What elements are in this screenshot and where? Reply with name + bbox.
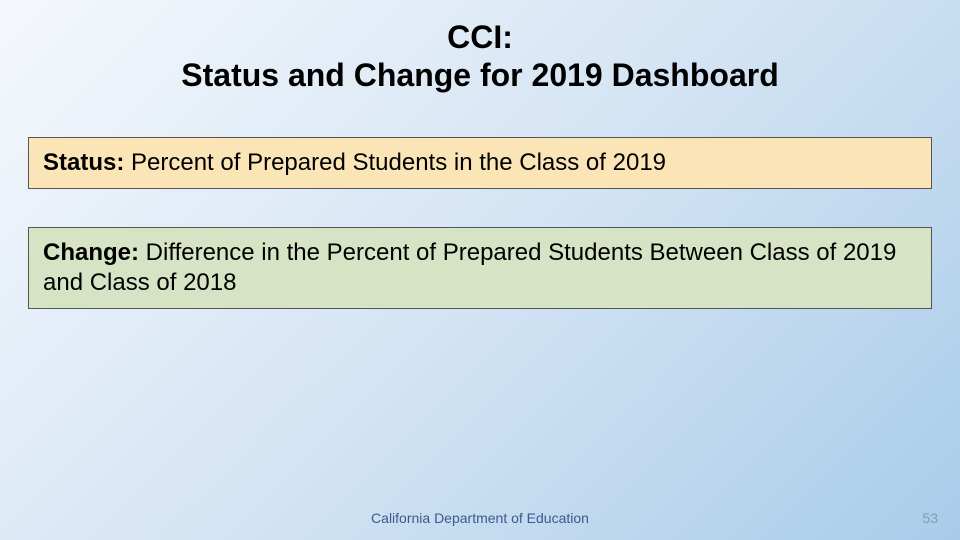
footer-org: California Department of Education [0,510,960,526]
status-box: Status: Percent of Prepared Students in … [28,137,932,189]
change-box: Change: Difference in the Percent of Pre… [28,227,932,309]
change-label: Change: [43,239,139,266]
title-line1: CCI: [447,19,513,55]
status-label: Status: [43,149,124,176]
title-line2: Status and Change for 2019 Dashboard [181,57,778,93]
slide-title: CCI: Status and Change for 2019 Dashboar… [0,0,960,95]
footer-page-number: 53 [922,510,938,526]
status-text: Percent of Prepared Students in the Clas… [124,149,666,176]
change-text: Difference in the Percent of Prepared St… [43,239,896,296]
